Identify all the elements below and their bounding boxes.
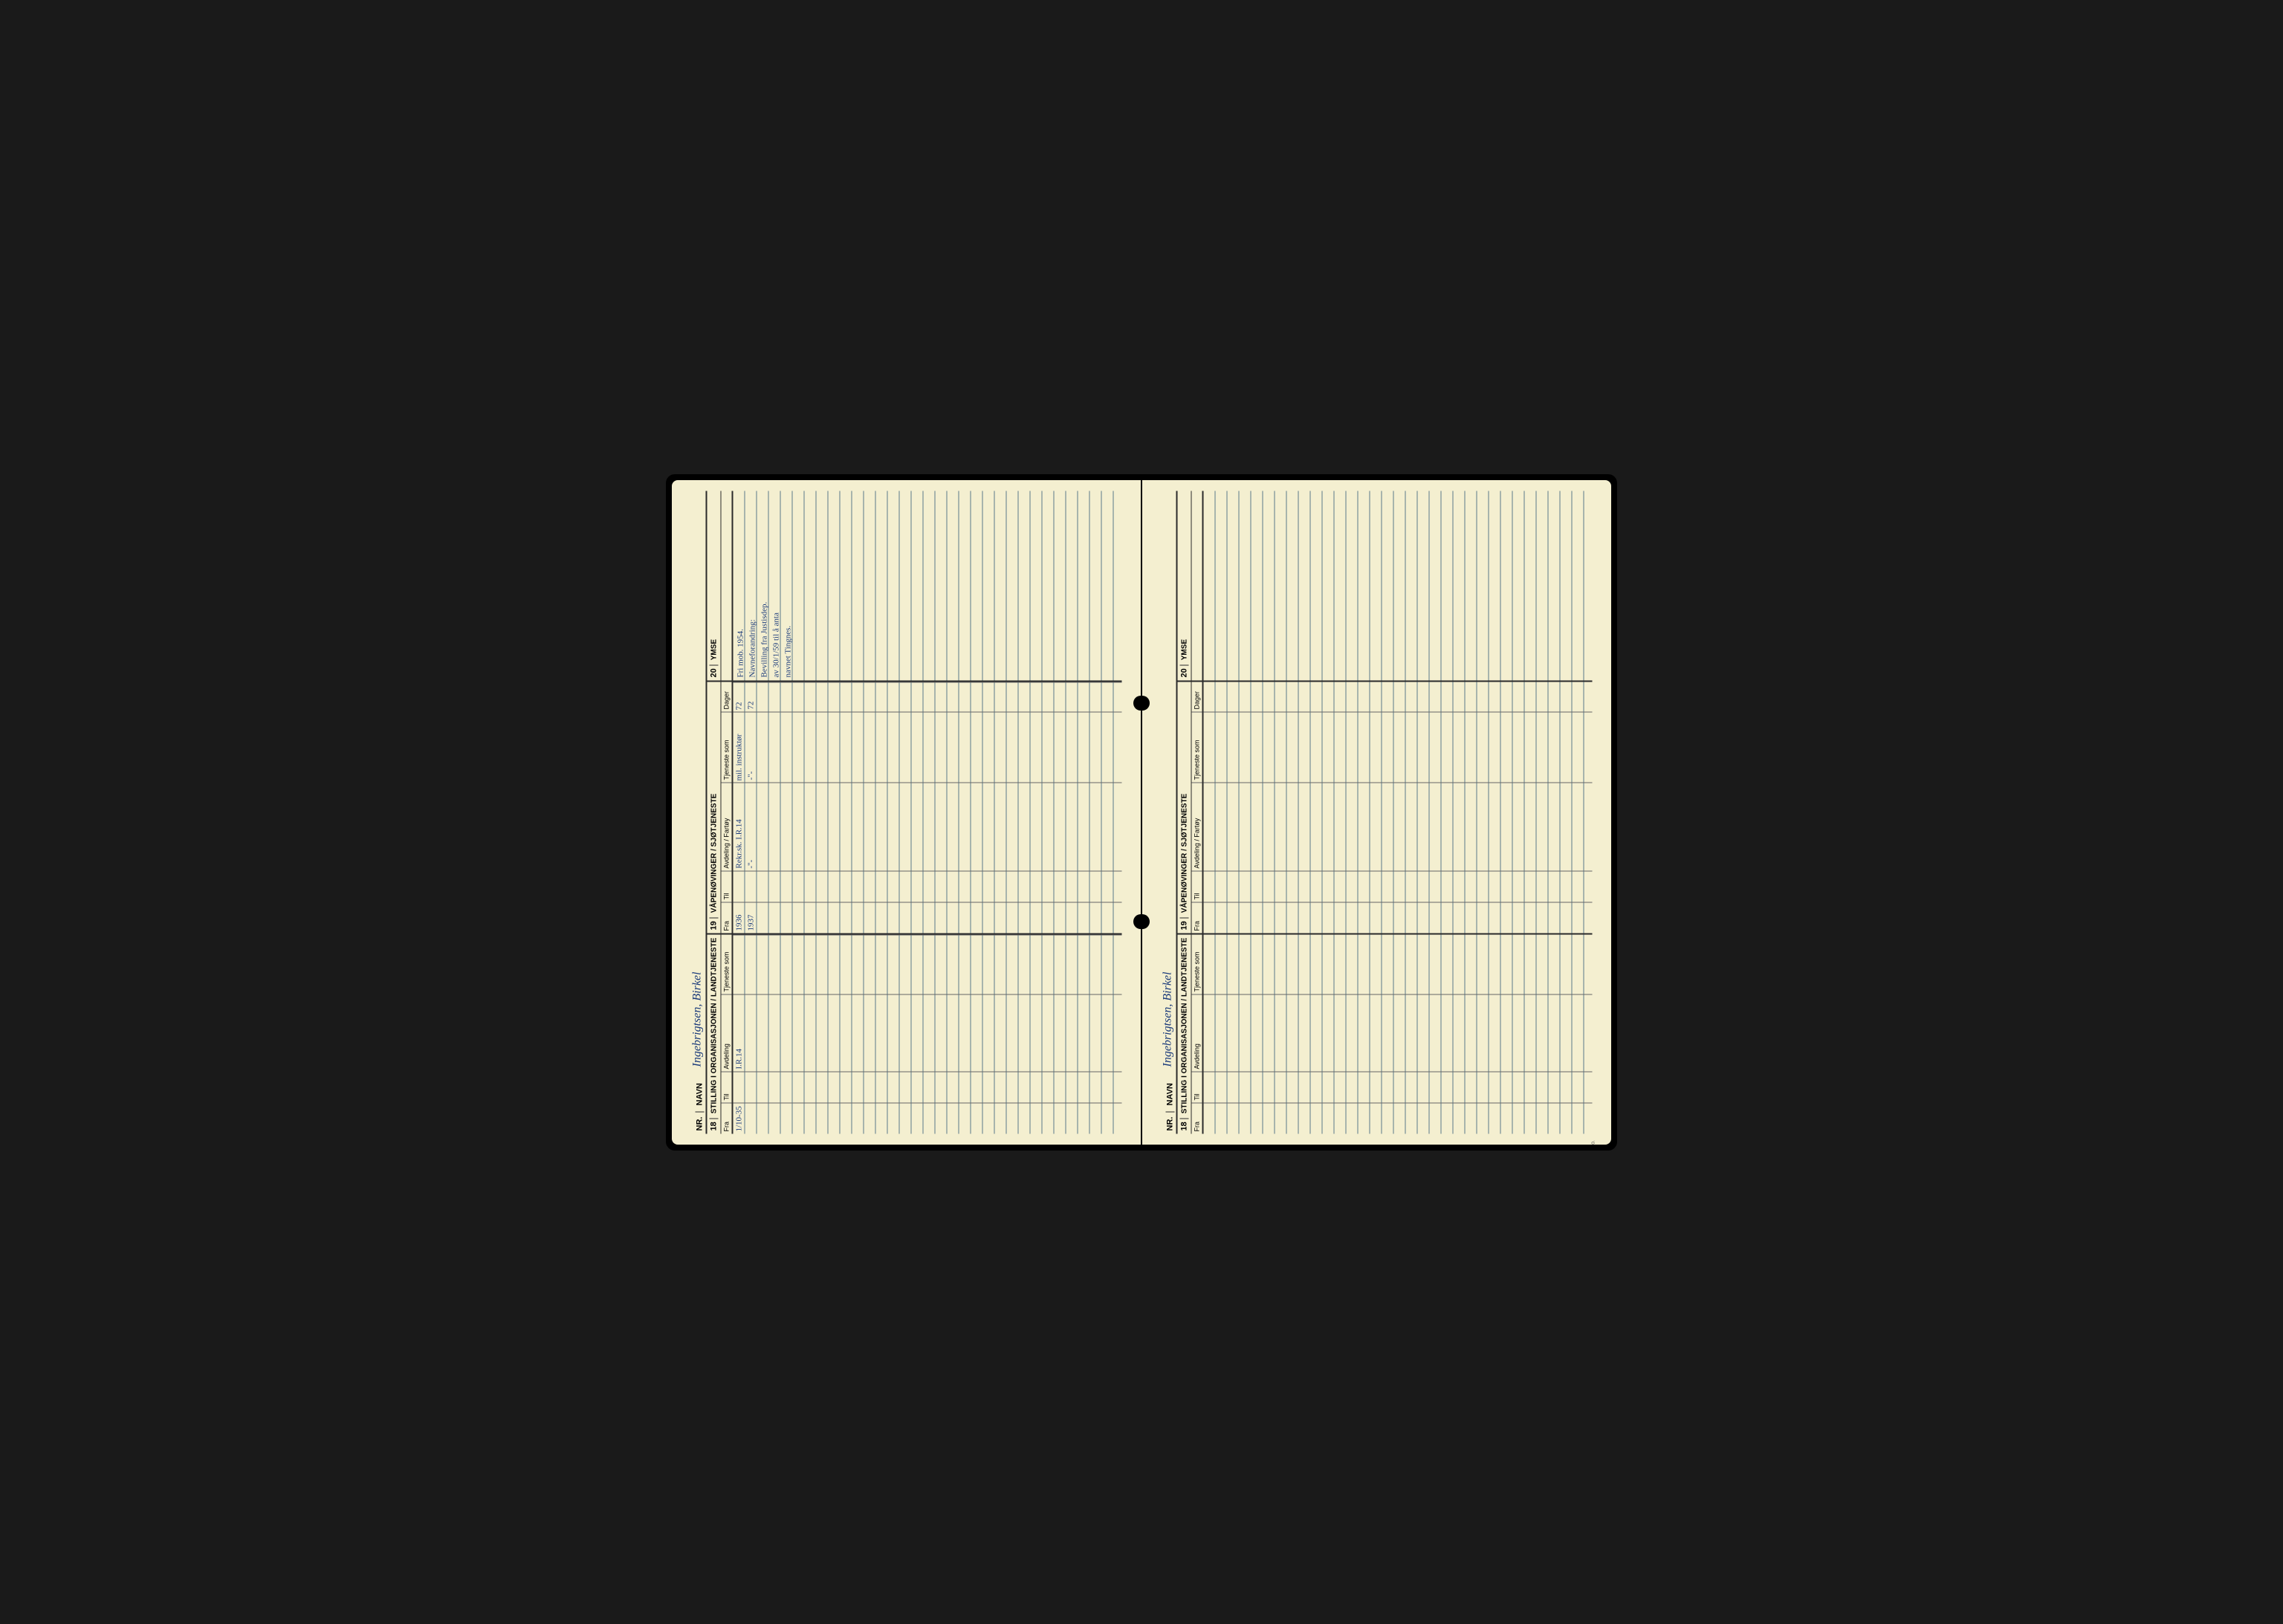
cell-tjeneste: mil. instruktør xyxy=(735,712,744,783)
section-label: STILLING I ORGANISASJONEN / LANDTJENESTE xyxy=(1181,937,1189,1113)
col-avdeling: Avdeling xyxy=(722,994,732,1071)
header-row: NR. NAVN Ingebrigtsen, Birkel xyxy=(691,491,707,1133)
header-row: NR. NAVN Ingebrigtsen, Birkel xyxy=(1162,491,1178,1133)
ymse-text: Fri mob. 1954. Navneforandring: Bevillin… xyxy=(735,494,794,677)
section-18: 18 STILLING I ORGANISASJONEN / LANDTJENE… xyxy=(707,933,1122,1133)
cell-avdeling: I.R.14 xyxy=(735,994,744,1071)
cell-fra: 1936 xyxy=(735,902,744,933)
data-rows xyxy=(1204,934,1593,1133)
col-avdeling: Avdeling xyxy=(1192,994,1202,1071)
ledger-book: NR. NAVN Ingebrigtsen, Birkel 18 STILLIN… xyxy=(666,474,1617,1151)
section-title: 20 YMSE xyxy=(1178,491,1192,680)
section-num: 18 xyxy=(1180,1118,1189,1130)
section-20: 20 YMSE xyxy=(1178,491,1593,680)
col-tjeneste: Tjeneste som xyxy=(1192,934,1202,994)
left-page: NR. NAVN Ingebrigtsen, Birkel 18 STILLIN… xyxy=(672,480,1141,1145)
cell-avdeling: -"- xyxy=(747,782,756,870)
table-row: 1936 Rekr.sk. I.R.14 mil. instruktør 72 xyxy=(734,682,745,933)
cell-tjeneste: -"- xyxy=(747,711,756,782)
col-fra: Fra xyxy=(722,1102,732,1133)
col-dager: Dager xyxy=(722,682,732,711)
section-title: 19 VÅPENØVINGER / SJØTJENESTE xyxy=(1178,682,1192,933)
section-20: 20 YMSE Fri mob. 1954. Navneforandring: … xyxy=(707,491,1122,680)
table-row: 1937 -"- -"- 72 xyxy=(745,682,757,933)
cell-fra: 1937 xyxy=(747,902,756,933)
col-headers: Fra Til Avdeling Tjeneste som xyxy=(1192,934,1204,1133)
section-label: YMSE xyxy=(710,638,719,659)
section-19: 19 VÅPENØVINGER / SJØTJENESTE Fra Til Av… xyxy=(707,680,1122,933)
sections: 18 STILLING I ORGANISASJONEN / LANDTJENE… xyxy=(1178,491,1593,1133)
col-avdeling: Avdeling / Fartøy xyxy=(1192,782,1202,870)
section-label: VÅPENØVINGER / SJØTJENESTE xyxy=(1181,793,1189,913)
spacer xyxy=(1192,491,1204,680)
col-til: Til xyxy=(722,1071,732,1102)
cell-dager: 72 xyxy=(735,682,744,712)
col-fra: Fra xyxy=(1192,1102,1202,1133)
printer-mark: 13300. 2.-48. Sverre Dahl & Co. xyxy=(1591,1140,1596,1145)
section-label: YMSE xyxy=(1181,638,1189,659)
section-num: 18 xyxy=(710,1118,719,1130)
cell-fra: 1/10-35 xyxy=(735,1102,744,1133)
nr-label: NR. xyxy=(1166,1111,1175,1133)
data-rows xyxy=(1204,491,1593,680)
binder-hole xyxy=(1142,914,1150,929)
col-avdeling: Avdeling / Fartøy xyxy=(722,782,732,870)
section-label: VÅPENØVINGER / SJØTJENESTE xyxy=(710,793,719,913)
section-label: STILLING I ORGANISASJONEN / LANDTJENESTE xyxy=(710,937,719,1113)
navn-value: Ingebrigtsen, Birkel xyxy=(1162,491,1175,1074)
section-title: 20 YMSE xyxy=(707,491,722,680)
nr-label: NR. xyxy=(696,1111,705,1133)
section-num: 19 xyxy=(710,917,719,930)
section-title: 18 STILLING I ORGANISASJONEN / LANDTJENE… xyxy=(1178,934,1192,1133)
sections: 18 STILLING I ORGANISASJONEN / LANDTJENE… xyxy=(707,491,1122,1133)
section-18: 18 STILLING I ORGANISASJONEN / LANDTJENE… xyxy=(1178,933,1593,1133)
col-til: Til xyxy=(1192,870,1202,902)
cell-avdeling: Rekr.sk. I.R.14 xyxy=(735,783,744,870)
col-fra: Fra xyxy=(1192,902,1202,933)
col-til: Til xyxy=(722,870,732,902)
section-num: 20 xyxy=(1180,664,1189,677)
binder-hole xyxy=(1133,696,1141,711)
section-title: 18 STILLING I ORGANISASJONEN / LANDTJENE… xyxy=(707,934,722,1133)
binder-hole xyxy=(1133,914,1141,929)
bottom-card: NR. NAVN Ingebrigtsen, Birkel 18 STILLIN… xyxy=(1162,491,1593,1133)
col-tjeneste: Tjeneste som xyxy=(1192,711,1202,782)
table-row: 1/10-35 I.R.14 xyxy=(734,934,745,1133)
col-dager: Dager xyxy=(1192,682,1202,711)
col-headers: Fra Til Avdeling / Fartøy Tjeneste som D… xyxy=(722,682,734,933)
navn-label: NAVN xyxy=(696,1074,705,1111)
col-tjeneste: Tjeneste som xyxy=(722,711,732,782)
col-headers: Fra Til Avdeling / Fartøy Tjeneste som D… xyxy=(1192,682,1204,933)
cell-dager: 72 xyxy=(747,682,756,711)
data-rows: 1/10-35 I.R.14 xyxy=(734,934,1122,1133)
col-headers: Fra Til Avdeling Tjeneste som xyxy=(722,934,734,1133)
section-num: 19 xyxy=(1180,917,1189,930)
section-19: 19 VÅPENØVINGER / SJØTJENESTE Fra Til Av… xyxy=(1178,680,1593,933)
section-num: 20 xyxy=(710,664,719,677)
right-page: NR. NAVN Ingebrigtsen, Birkel 18 STILLIN… xyxy=(1142,480,1611,1145)
top-card: NR. NAVN Ingebrigtsen, Birkel 18 STILLIN… xyxy=(691,491,1122,1133)
col-tjeneste: Tjeneste som xyxy=(722,934,732,994)
data-rows xyxy=(1204,682,1593,933)
col-fra: Fra xyxy=(722,902,732,933)
data-rows: 1936 Rekr.sk. I.R.14 mil. instruktør 72 … xyxy=(734,682,1122,933)
spacer xyxy=(722,491,734,680)
section-title: 19 VÅPENØVINGER / SJØTJENESTE xyxy=(707,682,722,933)
navn-label: NAVN xyxy=(1166,1074,1175,1111)
navn-value: Ingebrigtsen, Birkel xyxy=(691,491,705,1074)
data-rows: Fri mob. 1954. Navneforandring: Bevillin… xyxy=(734,491,1122,680)
col-til: Til xyxy=(1192,1071,1202,1102)
binder-hole xyxy=(1142,696,1150,711)
